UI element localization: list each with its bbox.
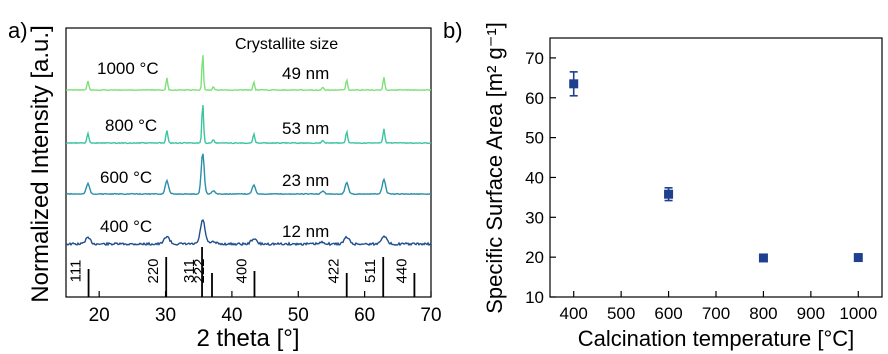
crystallite-size-label: 53 nm <box>282 119 329 138</box>
temperature-label: 800 °C <box>105 116 157 135</box>
reference-label-440: 440 <box>393 258 410 283</box>
x-tick-label: 40 <box>221 305 242 326</box>
reference-label-220: 220 <box>145 258 162 283</box>
data-point <box>664 189 674 199</box>
x-tick-label: 500 <box>607 304 635 323</box>
x-tick-label: 60 <box>354 305 375 326</box>
x-tick-label: 900 <box>797 304 825 323</box>
temperature-label: 1000 °C <box>97 59 159 78</box>
panel-a-x-ticks: 20 30 40 50 60 70 <box>89 291 442 326</box>
reference-label-400: 400 <box>233 258 250 283</box>
y-tick-label: 50 <box>525 129 544 148</box>
y-tick-label: 20 <box>525 248 544 267</box>
temperature-label: 600 °C <box>100 168 152 187</box>
x-tick-label: 30 <box>155 305 176 326</box>
y-tick-label: 40 <box>525 168 544 187</box>
y-tick-label: 60 <box>525 89 544 108</box>
reference-label-511: 511 <box>362 259 379 283</box>
y-tick-label: 70 <box>525 49 544 68</box>
data-point <box>853 253 863 263</box>
crystallite-header: Crystallite size <box>235 36 338 53</box>
data-point <box>569 79 579 89</box>
x-tick-label: 700 <box>702 304 730 323</box>
panel-a-y-axis-label: Normalized Intensity [a.u.] <box>27 25 54 302</box>
panel-b-x-axis-label: Calcination temperature [°C] <box>578 326 855 351</box>
surface-area-points <box>569 71 863 263</box>
panel-b-y-ticks: 10 20 30 40 50 60 70 <box>525 49 556 307</box>
x-tick-label: 800 <box>749 304 777 323</box>
xrd-trace-1 <box>66 153 431 196</box>
x-tick-label: 20 <box>89 305 110 326</box>
y-tick-label: 10 <box>525 288 544 307</box>
x-tick-label: 600 <box>654 304 682 323</box>
crystallite-size-label: 23 nm <box>282 171 329 190</box>
panel-b-surface-area-chart: b) 400 500 600 700 800 900 1000 10 20 30 40 50 60 70… <box>443 18 883 351</box>
y-tick-label: 30 <box>525 208 544 227</box>
xrd-series-labels: 400 °C 12 nm 600 °C 23 nm 800 °C 53 nm 1000 °C… <box>97 59 329 241</box>
x-tick-label: 50 <box>288 305 309 326</box>
reference-label-111: 111 <box>68 260 85 283</box>
panel-a-label: a) <box>8 18 28 43</box>
temperature-label: 400 °C <box>100 217 152 236</box>
x-tick-label: 1000 <box>839 304 877 323</box>
xrd-trace-0 <box>65 219 432 247</box>
panel-a-xrd-chart: a) 400 °C 12 nm 600 °C 23 nm 800 °C 53 nm 1000… <box>8 18 442 352</box>
panel-b-y-axis-label: Specific Surface Area [m² g⁻¹] <box>482 22 507 314</box>
xrd-trace-2 <box>65 105 432 145</box>
panel-b-label: b) <box>443 18 463 43</box>
reference-label-311: 311 <box>181 259 198 283</box>
reference-label-222: 222 <box>191 258 208 283</box>
panel-a-frame <box>65 27 432 298</box>
crystallite-size-label: 49 nm <box>282 64 329 83</box>
panel-b-x-ticks: 400 500 600 700 800 900 1000 <box>560 291 877 323</box>
xrd-trace-3 <box>65 55 432 92</box>
panel-a-x-axis-label: 2 theta [°] <box>197 325 300 352</box>
reference-label-422: 422 <box>326 258 343 283</box>
data-point <box>758 253 768 263</box>
panel-b-frame <box>549 37 883 298</box>
xrd-traces <box>65 55 432 247</box>
x-tick-label: 400 <box>560 304 588 323</box>
x-tick-label: 70 <box>420 305 441 326</box>
crystallite-size-label: 12 nm <box>282 222 329 241</box>
